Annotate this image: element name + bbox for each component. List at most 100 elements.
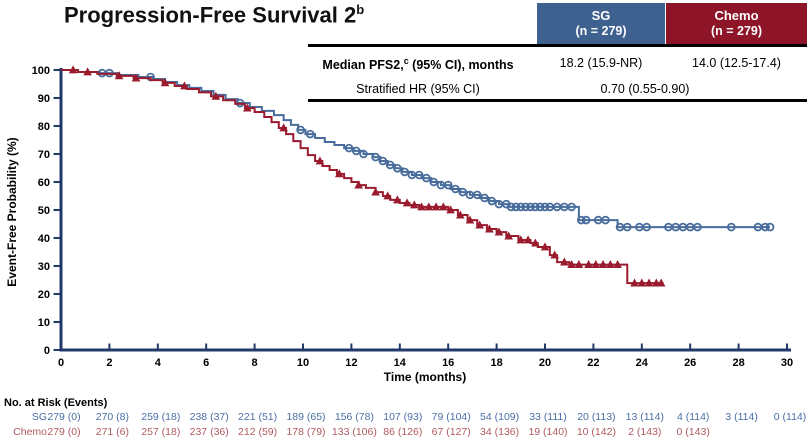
censor-marker-sg xyxy=(458,187,468,197)
x-tick-label: 10 xyxy=(297,357,309,369)
x-tick-label: 8 xyxy=(252,357,258,369)
censor-marker-sg xyxy=(480,193,489,203)
censor-marker-sg xyxy=(693,222,702,232)
censor-marker-chemo xyxy=(439,202,448,211)
risk-value: 156 (78) xyxy=(334,411,374,423)
risk-value: 19 (140) xyxy=(528,426,568,438)
risk-row-sg: SG 279 (0) 270 (8) 259 (18) 238 (37) 221 (51)… xyxy=(0,411,807,424)
risk-value: 33 (111) xyxy=(529,411,567,423)
censor-marker-sg xyxy=(378,156,388,166)
censor-marker-sg xyxy=(642,222,651,232)
censor-marker-sg xyxy=(765,222,775,232)
risk-value: 4 (114) xyxy=(676,411,710,423)
censor-marker-sg xyxy=(760,222,770,232)
censor-marker-sg xyxy=(371,152,380,162)
y-axis-title: Event-Free Probability (%) xyxy=(5,137,19,286)
median-pfs2-label: Median PFS2,c (95% CI), months xyxy=(303,56,533,72)
risk-value: 212 (59) xyxy=(238,426,278,438)
risk-value: 189 (65) xyxy=(286,411,326,423)
x-tick-label: 14 xyxy=(394,357,407,369)
censor-marker-chemo xyxy=(550,250,559,259)
censor-marker-chemo xyxy=(465,215,475,224)
risk-value: 221 (51) xyxy=(238,411,278,423)
censor-marker-sg xyxy=(472,190,482,200)
risk-value: 86 (126) xyxy=(383,426,423,438)
censor-marker-chemo xyxy=(68,65,78,74)
censor-marker-chemo xyxy=(211,91,221,100)
x-tick-label: 30 xyxy=(781,357,793,369)
censor-marker-chemo xyxy=(424,202,434,211)
page-title: Progression-Free Survival 2b xyxy=(64,2,364,28)
median-pfs2-label-sup: c xyxy=(403,56,409,66)
censor-marker-chemo xyxy=(456,210,465,219)
x-tick-label: 18 xyxy=(490,357,502,369)
censor-marker-chemo xyxy=(598,260,608,268)
x-tick-label: 26 xyxy=(684,357,696,369)
risk-row-label: SG xyxy=(31,411,47,423)
y-tick-label: 50 xyxy=(38,205,50,217)
risk-value: 279 (0) xyxy=(47,426,81,438)
risk-value: 178 (79) xyxy=(286,426,326,438)
risk-table-header: No. at Risk (Events) xyxy=(4,397,108,409)
risk-value: 279 (0) xyxy=(47,411,81,423)
censor-marker-chemo xyxy=(417,202,426,211)
censor-marker-sg xyxy=(359,149,368,159)
censor-marker-chemo xyxy=(114,71,124,80)
sg-header-n: (n = 279) xyxy=(575,23,627,38)
risk-value: 2 (143) xyxy=(628,426,662,438)
censor-marker-chemo xyxy=(656,278,666,287)
censor-marker-chemo xyxy=(475,220,484,229)
chemo-header-label: Chemo xyxy=(714,7,759,23)
censor-marker-sg xyxy=(400,167,409,177)
risk-value: 13 (114) xyxy=(625,411,664,423)
censor-marker-sg xyxy=(601,215,610,225)
x-tick-label: 28 xyxy=(732,357,744,369)
y-tick-label: 0 xyxy=(44,345,50,357)
page-title-text: Progression-Free Survival 2 xyxy=(64,2,357,28)
risk-value: 34 (136) xyxy=(480,426,520,438)
censor-marker-sg xyxy=(414,170,424,180)
censor-marker-chemo xyxy=(446,205,455,214)
censor-marker-sg xyxy=(727,222,736,232)
median-pfs2-label-post: (95% CI), months xyxy=(408,58,514,73)
x-tick-label: 2 xyxy=(106,357,112,369)
risk-value: 271 (6) xyxy=(95,426,130,438)
y-tick-label: 40 xyxy=(38,233,50,245)
summary-table-bottom-rule xyxy=(308,99,807,102)
censor-marker-chemo xyxy=(613,260,622,268)
censor-marker-chemo xyxy=(402,198,412,207)
y-tick-label: 80 xyxy=(38,121,50,133)
x-tick-label: 6 xyxy=(203,357,209,369)
risk-row-chemo: Chemo 279 (0) 271 (6) 257 (18) 237 (36) 212 (… xyxy=(0,426,807,439)
censor-marker-sg xyxy=(385,160,395,170)
summary-table-top-rule xyxy=(308,44,807,47)
censor-marker-sg xyxy=(526,202,535,212)
y-tick-label: 30 xyxy=(38,261,50,273)
risk-value: 107 (93) xyxy=(383,411,423,423)
risk-value: 238 (37) xyxy=(189,411,229,423)
stratified-hr-label: Stratified HR (95% CI) xyxy=(356,82,480,96)
x-tick-label: 16 xyxy=(442,357,454,369)
y-tick-label: 90 xyxy=(38,93,50,105)
censor-marker-sg xyxy=(443,180,453,190)
censor-marker-sg xyxy=(351,146,361,156)
risk-value: 54 (109) xyxy=(480,411,520,423)
censor-marker-sg xyxy=(535,202,545,212)
x-tick-label: 0 xyxy=(58,357,64,369)
censor-marker-sg xyxy=(622,222,632,232)
censor-marker-chemo xyxy=(523,235,533,244)
risk-value: 67 (127) xyxy=(431,426,471,438)
censor-marker-chemo xyxy=(383,191,392,200)
censor-marker-sg xyxy=(451,184,460,194)
censor-marker-chemo xyxy=(354,180,363,189)
censor-marker-chemo xyxy=(279,123,288,132)
censor-marker-chemo xyxy=(637,278,647,287)
censor-marker-chemo xyxy=(567,260,576,268)
censor-marker-chemo xyxy=(591,260,601,268)
censor-marker-chemo xyxy=(560,257,569,266)
censor-marker-chemo xyxy=(531,238,540,247)
censor-marker-chemo xyxy=(431,202,441,211)
